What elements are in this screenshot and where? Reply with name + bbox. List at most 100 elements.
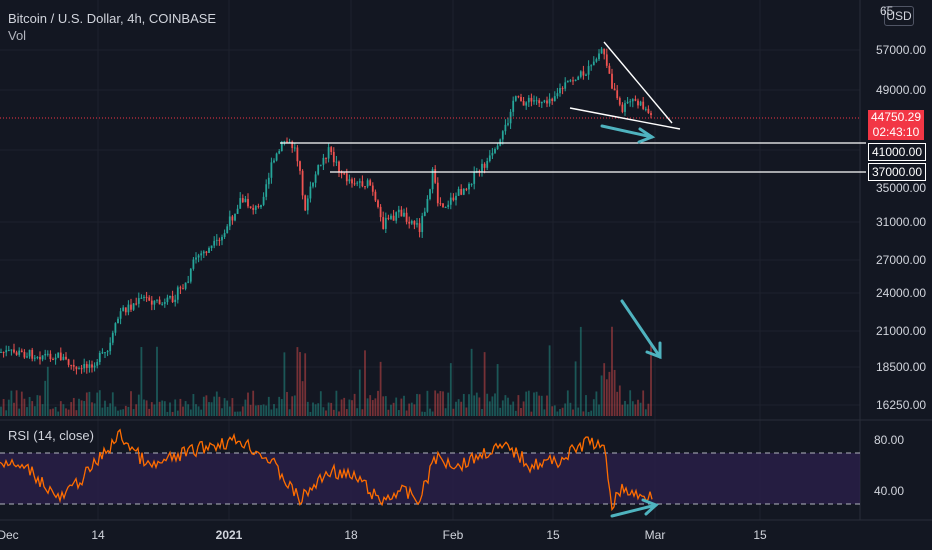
volume-bar [624,400,626,416]
candle-body [59,352,62,361]
candle-body [629,101,632,103]
candle-body [184,282,187,289]
volume-bar [200,409,203,416]
candle-body [553,96,556,102]
volume-bar [241,406,244,416]
volume-bar [20,391,23,416]
candle-body [70,364,73,366]
candle-body [122,307,125,312]
candle-body [140,297,143,299]
symbol-title: Bitcoin / U.S. Dollar, 4h, COINBASE [8,11,217,26]
candle-body [231,216,234,221]
candle-body [613,88,616,91]
volume-bar [556,411,559,416]
volume-bar [104,400,106,416]
candle-countdown: 02:43:10 [872,125,920,139]
volume-bar [345,409,348,416]
volume-bar [215,391,218,416]
volume-bar [114,406,117,416]
volume-bar [5,410,8,416]
candle-body [158,299,161,305]
volume-bar [218,396,221,416]
candle-body [395,212,398,221]
candle-body [265,184,268,197]
volume-bar [306,401,309,416]
candle-body [127,304,130,313]
candle-body [275,153,278,161]
candle-body [314,174,317,183]
currency-button[interactable]: USD [884,6,914,26]
candle-body [304,195,307,211]
candle-body [145,296,148,298]
candle-body [574,79,577,81]
rsi-line [0,428,653,512]
candle-body [455,195,457,201]
candle-body [377,200,379,207]
candle-body [189,268,192,282]
candle-body [28,349,31,357]
volume-bar [559,409,561,416]
wedge-lower-line [569,107,681,130]
volume-bar [335,390,338,416]
candle-body [351,179,353,184]
volume-bar [46,366,49,416]
volume-bar [192,394,195,416]
volume-bar [265,405,268,416]
volume-bar [262,404,265,416]
candle-body [616,90,619,99]
volume-bar [210,402,213,416]
volume-bar [543,409,546,416]
candle-body [621,104,624,112]
candle-body [20,350,23,352]
candle-body [65,356,67,360]
candle-body [387,217,390,219]
volume-bar [93,403,96,416]
candle-body [262,196,265,205]
candle-body [400,209,403,217]
candle-body [327,147,330,159]
volume-bar [106,406,109,416]
volume-bar [270,409,273,416]
volume-bar [257,405,260,416]
candle-body [249,206,252,208]
candle-body [182,288,184,290]
candle-body [626,101,629,104]
volume-bar [400,398,403,416]
candle-body [600,48,603,54]
volume-bar [314,404,317,416]
volume-bar [244,399,247,416]
volume-bar [442,391,444,416]
volume-bar [416,393,418,416]
volume-bar [551,406,554,416]
volume-bar [499,407,502,416]
candle-body [556,93,559,97]
volume-bar [7,399,10,416]
candle-body [491,152,494,156]
volume-bar [377,390,379,416]
candle-body [163,302,166,304]
candle-body [624,103,626,112]
volume-bar [481,409,483,416]
candle-body [252,207,255,210]
candle-body [374,191,377,201]
candle-body [426,198,429,212]
candle-body [465,188,468,190]
rsi-divergence-arrow [610,498,659,518]
candle-body [390,215,392,219]
candle-body [218,239,221,241]
candle-body [257,206,260,208]
volume-bar [124,405,127,416]
date-tick: 15 [753,528,767,542]
candle-body [228,216,231,227]
volume-bar [286,391,288,416]
candle-body [356,182,359,184]
rsi-legend: RSI (14, close) [8,428,94,443]
volume-bar [598,404,600,416]
candle-body [634,99,637,101]
volume-bar [533,392,535,416]
candle-body [312,182,314,187]
volume-bar [582,411,585,416]
candle-body [148,297,151,301]
